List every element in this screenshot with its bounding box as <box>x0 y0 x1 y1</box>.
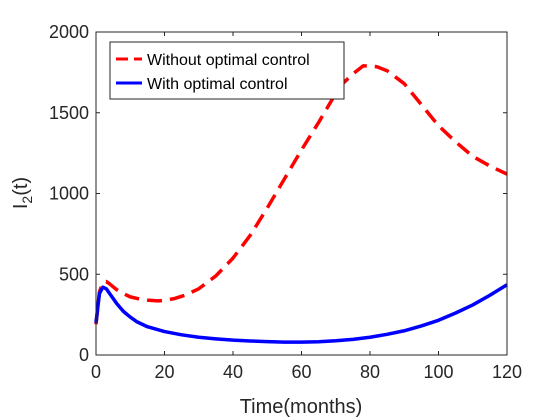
y-axis-label: I2(t) <box>10 177 35 209</box>
x-tick-label: 120 <box>492 362 522 382</box>
legend-label-with-control: With optimal control <box>147 76 288 93</box>
x-tick-label: 40 <box>223 362 243 382</box>
legend-box <box>109 41 345 100</box>
y-axis-label-tail: (t) <box>10 177 32 196</box>
x-tick-label: 20 <box>154 362 174 382</box>
series-line-without-control <box>94 64 508 325</box>
legend-label-without-control: Without optimal control <box>147 52 310 69</box>
x-tick-label: 80 <box>360 362 380 382</box>
y-tick-label: 0 <box>79 345 89 365</box>
series-layer <box>94 64 508 344</box>
y-axis-label-subscript: 2 <box>19 196 35 204</box>
x-axis-label: Time(months) <box>240 396 363 418</box>
y-tick-label: 1000 <box>49 184 89 204</box>
x-tick-label: 0 <box>91 362 101 382</box>
x-tick-label: 100 <box>423 362 453 382</box>
series-line-with-control <box>94 283 508 344</box>
y-tick-label: 2000 <box>49 22 89 42</box>
x-tick-label: 60 <box>291 362 311 382</box>
y-tick-label: 1500 <box>49 103 89 123</box>
legend: Without optimal control With optimal con… <box>109 41 345 100</box>
y-tick-label: 500 <box>59 264 89 284</box>
y-axis-label-main: I <box>10 204 32 210</box>
ticks-layer: 0 20 40 60 80 100 120 0 500 1000 1500 2000 <box>49 22 522 382</box>
